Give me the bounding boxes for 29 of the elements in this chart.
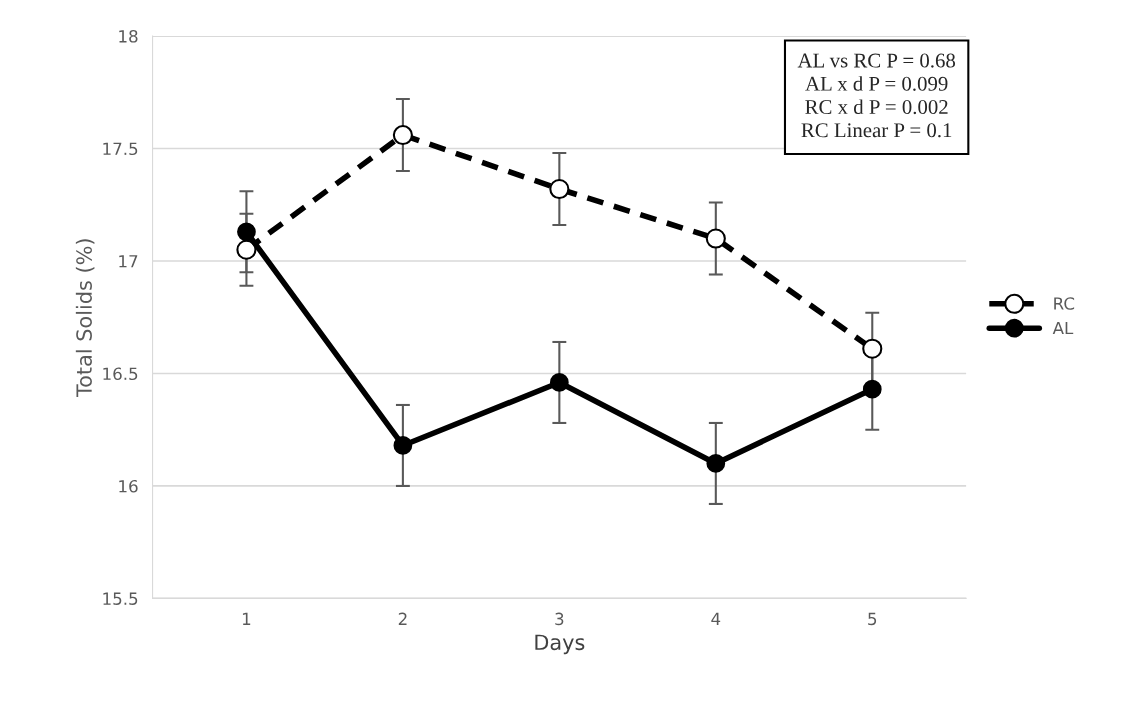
y-tick-label: 17 bbox=[119, 255, 138, 268]
y-tick-label: 18 bbox=[119, 30, 138, 43]
annotation: RC Linear P = 0.1 bbox=[801, 123, 952, 138]
x-tick-label: 2 bbox=[398, 612, 407, 625]
legend-label: RC bbox=[1054, 297, 1075, 310]
annotation: AL x d P = 0.099 bbox=[805, 76, 948, 91]
point bbox=[706, 454, 726, 473]
y-tick-label: 15.5 bbox=[103, 592, 138, 605]
x-axis-title: Days bbox=[535, 634, 585, 655]
point bbox=[237, 222, 256, 242]
point bbox=[393, 436, 413, 455]
point bbox=[392, 124, 413, 146]
y-axis-title: Total Solids (%) bbox=[75, 239, 95, 398]
x-tick-label: 1 bbox=[242, 612, 251, 625]
y-tick-label: 16.5 bbox=[103, 367, 138, 381]
point bbox=[862, 338, 883, 359]
x-tick-label: 5 bbox=[868, 612, 877, 626]
legend-label: AL bbox=[1052, 321, 1074, 335]
x-tick-label: 4 bbox=[711, 612, 721, 625]
point bbox=[236, 239, 257, 260]
annotation: RC x d P = 0.002 bbox=[805, 99, 948, 115]
x-tick-label: 3 bbox=[555, 612, 564, 626]
point bbox=[862, 379, 882, 399]
y-tick-label: 17.5 bbox=[103, 142, 138, 156]
point bbox=[705, 228, 726, 249]
y-tick-label: 16 bbox=[119, 479, 138, 493]
point bbox=[549, 178, 570, 200]
annotation: AL vs RC P = 0.68 bbox=[797, 53, 956, 68]
point bbox=[549, 373, 569, 392]
